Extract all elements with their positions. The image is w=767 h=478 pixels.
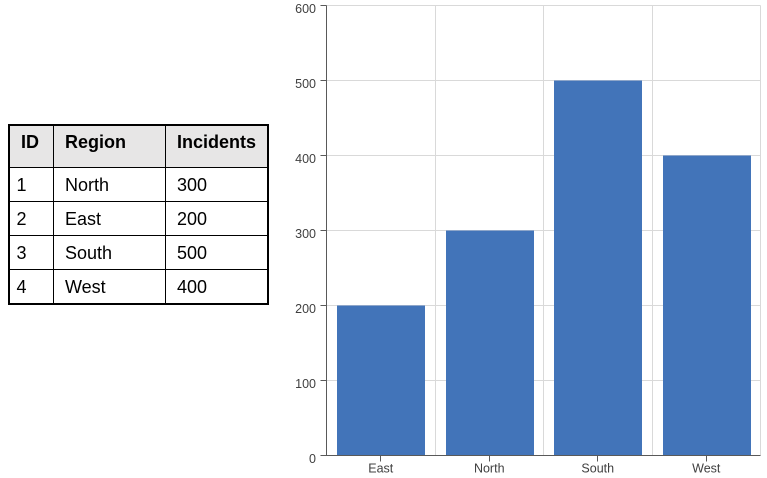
- table-row: 1 North 300: [8, 166, 269, 202]
- y-axis-label: 100: [295, 377, 316, 391]
- table-header-cell-region: Region: [53, 124, 166, 168]
- table-cell-id: 4: [8, 268, 54, 305]
- bar-west: [663, 155, 751, 456]
- table-cell-incidents: 500: [165, 234, 269, 270]
- table-cell-incidents: 400: [165, 268, 269, 305]
- bar-north: [446, 230, 534, 456]
- y-axis-label: 0: [309, 452, 316, 466]
- table-cell-region: West: [53, 268, 166, 305]
- table-header-row: ID Region Incidents: [8, 124, 269, 168]
- x-axis-label: North: [474, 461, 505, 475]
- table-cell-id: 1: [8, 166, 54, 202]
- table-row: 4 West 400: [8, 268, 269, 305]
- table-header-cell-id: ID: [8, 124, 54, 168]
- x-axis-label: South: [581, 461, 614, 475]
- y-axis-label: 400: [295, 152, 316, 166]
- table-cell-id: 2: [8, 200, 54, 236]
- x-axis-label: West: [692, 461, 721, 475]
- table-cell-incidents: 300: [165, 166, 269, 202]
- incidents-table: ID Region Incidents 1 North 300 2 East 200 3 Sout…: [8, 124, 269, 305]
- table-cell-region: East: [53, 200, 166, 236]
- bar-east: [337, 305, 425, 456]
- y-axis-label: 200: [295, 302, 316, 316]
- x-axis-label: East: [368, 461, 394, 475]
- table-row: 2 East 200: [8, 200, 269, 236]
- bar-south: [554, 80, 642, 456]
- y-axis-label: 300: [295, 227, 316, 241]
- y-axis-label: 600: [295, 2, 316, 16]
- table-cell-region: North: [53, 166, 166, 202]
- y-axis-label: 500: [295, 77, 316, 91]
- table-header-cell-incidents: Incidents: [165, 124, 269, 168]
